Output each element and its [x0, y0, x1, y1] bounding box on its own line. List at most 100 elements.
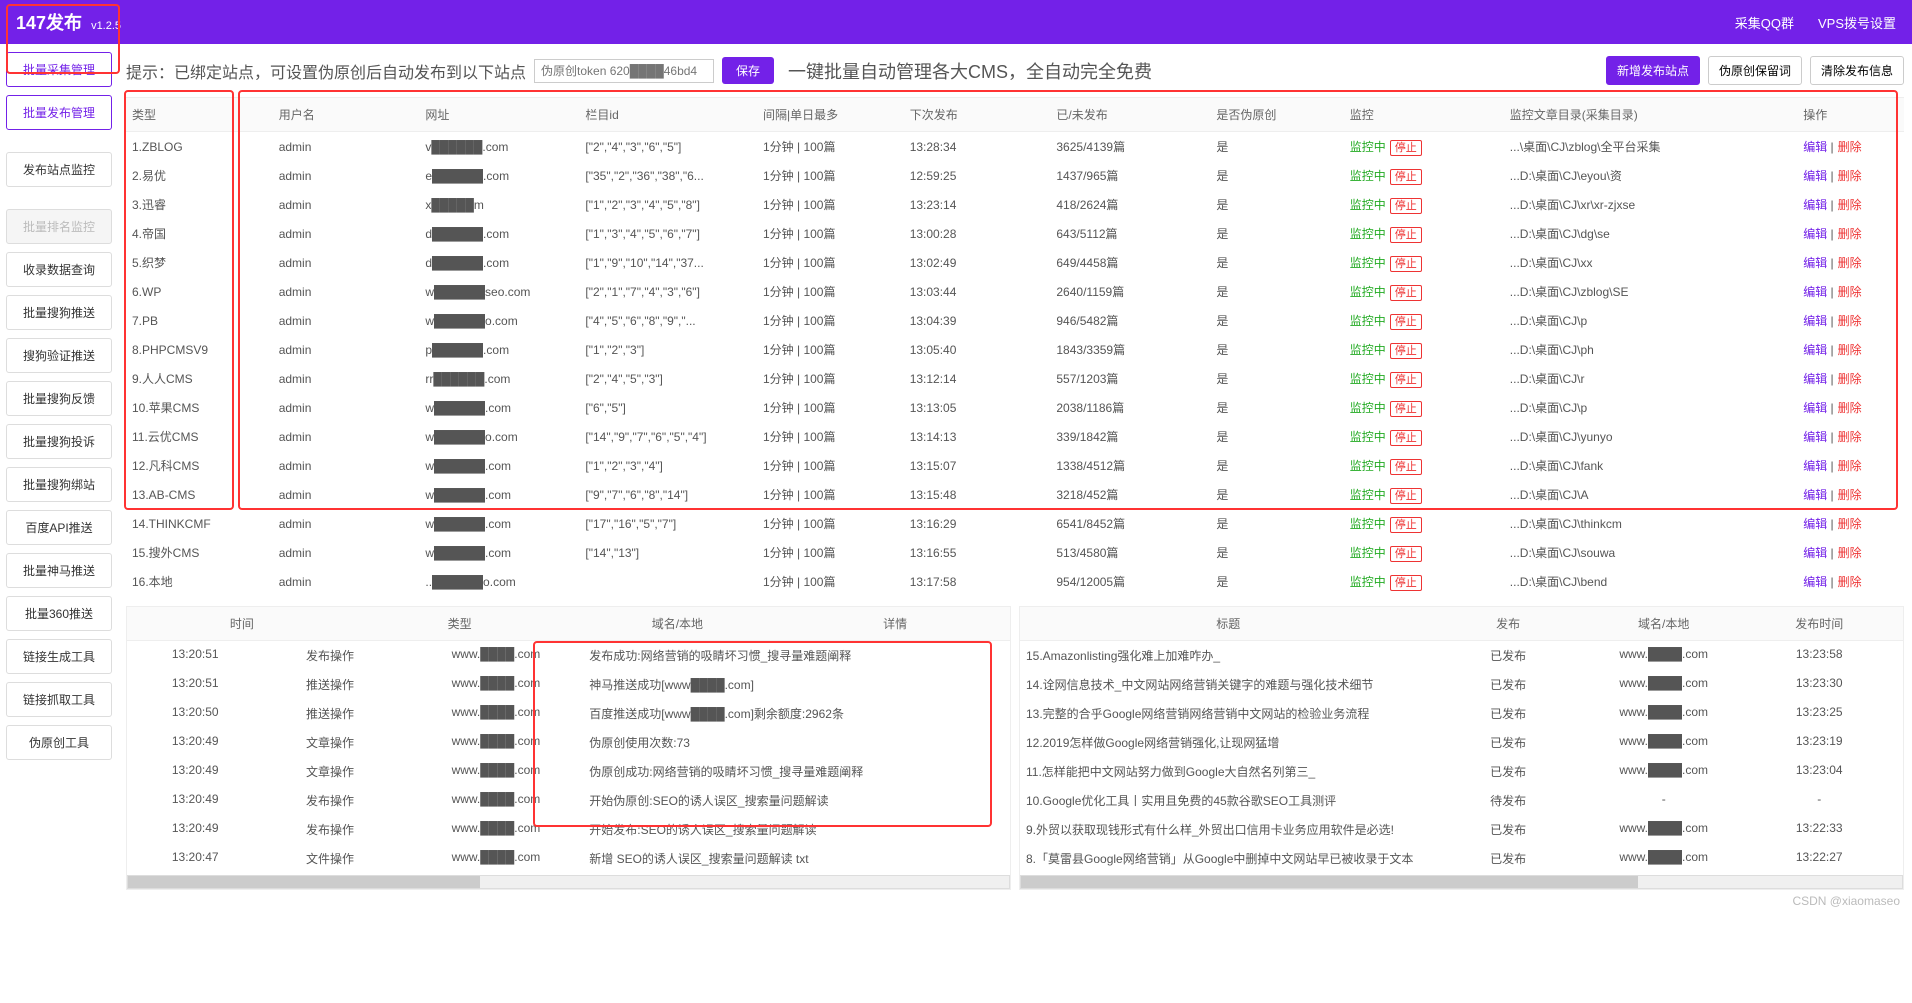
edit-link[interactable]: 编辑	[1803, 140, 1827, 154]
col-header: 监控文章目录(采集目录)	[1504, 98, 1797, 132]
clear-info-button[interactable]: 清除发布信息	[1810, 56, 1904, 85]
publish-panel: 标题发布域名/本地发布时间 15.Amazonlisting强化难上加难咋办_已…	[1019, 606, 1904, 890]
delete-link[interactable]: 删除	[1838, 140, 1862, 154]
col-header: 已/未发布	[1050, 98, 1210, 132]
stop-button[interactable]: 停止	[1390, 140, 1422, 156]
delete-link[interactable]: 删除	[1838, 256, 1862, 270]
sidebar-item-11[interactable]: 批量神马推送	[6, 553, 112, 588]
col-header: 类型	[126, 98, 273, 132]
delete-link[interactable]: 删除	[1838, 198, 1862, 212]
delete-link[interactable]: 删除	[1838, 459, 1862, 473]
delete-link[interactable]: 删除	[1838, 488, 1862, 502]
col-header: 监控	[1344, 98, 1504, 132]
delete-link[interactable]: 删除	[1838, 314, 1862, 328]
edit-link[interactable]: 编辑	[1803, 343, 1827, 357]
edit-link[interactable]: 编辑	[1803, 459, 1827, 473]
table-row: 7.PBadminw██████o.com["4","5","6","8","9…	[126, 306, 1904, 335]
stop-button[interactable]: 停止	[1390, 430, 1422, 446]
pub-row: 9.外贸以获取现钱形式有什么样_外贸出口信用卡业务应用软件是必选!已发布www.…	[1020, 815, 1903, 844]
edit-link[interactable]: 编辑	[1803, 227, 1827, 241]
sites-table: 类型用户名网址栏目id间隔|单日最多下次发布已/未发布是否伪原创监控监控文章目录…	[126, 98, 1904, 596]
sidebar-item-12[interactable]: 批量360推送	[6, 596, 112, 631]
edit-link[interactable]: 编辑	[1803, 575, 1827, 589]
stop-button[interactable]: 停止	[1390, 546, 1422, 562]
pub-scrollbar[interactable]	[1020, 875, 1903, 889]
sidebar-item-13[interactable]: 链接生成工具	[6, 639, 112, 674]
edit-link[interactable]: 编辑	[1803, 546, 1827, 560]
sidebar-item-7[interactable]: 批量搜狗反馈	[6, 381, 112, 416]
col-header: 用户名	[273, 98, 420, 132]
delete-link[interactable]: 删除	[1838, 169, 1862, 183]
tip-text: 提示：已绑定站点，可设置伪原创后自动发布到以下站点	[126, 59, 526, 83]
sidebar-item-8[interactable]: 批量搜狗投诉	[6, 424, 112, 459]
delete-link[interactable]: 删除	[1838, 401, 1862, 415]
link-qq-group[interactable]: 采集QQ群	[1735, 13, 1794, 32]
token-input[interactable]	[534, 59, 714, 83]
delete-link[interactable]: 删除	[1838, 546, 1862, 560]
table-row: 4.帝国admind██████.com["1","3","4","5","6"…	[126, 219, 1904, 248]
edit-link[interactable]: 编辑	[1803, 256, 1827, 270]
save-button[interactable]: 保存	[722, 57, 774, 84]
sidebar-item-14[interactable]: 链接抓取工具	[6, 682, 112, 717]
stop-button[interactable]: 停止	[1390, 256, 1422, 272]
delete-link[interactable]: 删除	[1838, 343, 1862, 357]
sidebar-item-4[interactable]: 收录数据查询	[6, 252, 112, 287]
delete-link[interactable]: 删除	[1838, 517, 1862, 531]
table-row: 11.云优CMSadminw██████o.com["14","9","7","…	[126, 422, 1904, 451]
link-vps-dial[interactable]: VPS拨号设置	[1818, 13, 1896, 32]
stop-button[interactable]: 停止	[1390, 575, 1422, 591]
log-row: 13:20:51推送操作www.████.com神马推送成功[www████.c…	[127, 670, 1010, 699]
col-header: 下次发布	[904, 98, 1051, 132]
top-links: 采集QQ群 VPS拨号设置	[1735, 13, 1896, 32]
delete-link[interactable]: 删除	[1838, 430, 1862, 444]
stop-button[interactable]: 停止	[1390, 372, 1422, 388]
edit-link[interactable]: 编辑	[1803, 198, 1827, 212]
log-row: 13:20:49发布操作www.████.com开始发布:SEO的诱人误区_搜索…	[127, 815, 1010, 844]
stop-button[interactable]: 停止	[1390, 459, 1422, 475]
edit-link[interactable]: 编辑	[1803, 285, 1827, 299]
edit-link[interactable]: 编辑	[1803, 401, 1827, 415]
edit-link[interactable]: 编辑	[1803, 169, 1827, 183]
sidebar-item-1[interactable]: 批量发布管理	[6, 95, 112, 130]
stop-button[interactable]: 停止	[1390, 517, 1422, 533]
edit-link[interactable]: 编辑	[1803, 517, 1827, 531]
stop-button[interactable]: 停止	[1390, 227, 1422, 243]
add-site-button[interactable]: 新增发布站点	[1606, 56, 1700, 85]
log-scrollbar[interactable]	[127, 875, 1010, 889]
stop-button[interactable]: 停止	[1390, 343, 1422, 359]
edit-link[interactable]: 编辑	[1803, 430, 1827, 444]
tip-row: 提示：已绑定站点，可设置伪原创后自动发布到以下站点 保存 一键批量自动管理各大C…	[126, 44, 1904, 98]
delete-link[interactable]: 删除	[1838, 575, 1862, 589]
sidebar-item-10[interactable]: 百度API推送	[6, 510, 112, 545]
pub-row: 12.2019怎样做Google网络营销强化,让现网猛增已发布www.████.…	[1020, 728, 1903, 757]
sidebar-item-6[interactable]: 搜狗验证推送	[6, 338, 112, 373]
sidebar-item-9[interactable]: 批量搜狗绑站	[6, 467, 112, 502]
log-row: 13:20:49文章操作www.████.com伪原创成功:网络营销的吸睛坏习惯…	[127, 757, 1010, 786]
sidebar-item-3[interactable]: 批量排名监控	[6, 209, 112, 244]
log-row: 13:20:49文章操作www.████.com伪原创使用次数:73	[127, 728, 1010, 757]
brand-version: v1.2.5	[91, 20, 121, 32]
delete-link[interactable]: 删除	[1838, 372, 1862, 386]
sidebar-item-15[interactable]: 伪原创工具	[6, 725, 112, 760]
stop-button[interactable]: 停止	[1390, 285, 1422, 301]
edit-link[interactable]: 编辑	[1803, 314, 1827, 328]
stop-button[interactable]: 停止	[1390, 488, 1422, 504]
table-row: 5.织梦admind██████.com["1","9","10","14","…	[126, 248, 1904, 277]
stop-button[interactable]: 停止	[1390, 401, 1422, 417]
edit-link[interactable]: 编辑	[1803, 372, 1827, 386]
sidebar-item-5[interactable]: 批量搜狗推送	[6, 295, 112, 330]
reserve-words-button[interactable]: 伪原创保留词	[1708, 56, 1802, 85]
stop-button[interactable]: 停止	[1390, 198, 1422, 214]
sidebar-item-2[interactable]: 发布站点监控	[6, 152, 112, 187]
delete-link[interactable]: 删除	[1838, 227, 1862, 241]
table-row: 2.易优admine██████.com["35","2","36","38",…	[126, 161, 1904, 190]
edit-link[interactable]: 编辑	[1803, 488, 1827, 502]
log-row: 13:20:50推送操作www.████.com百度推送成功[www████.c…	[127, 699, 1010, 728]
sidebar-item-0[interactable]: 批量采集管理	[6, 52, 112, 87]
table-row: 12.凡科CMSadminw██████.com["1","2","3","4"…	[126, 451, 1904, 480]
table-row: 1.ZBLOGadminv██████.com["2","4","3","6",…	[126, 132, 1904, 162]
stop-button[interactable]: 停止	[1390, 314, 1422, 330]
stop-button[interactable]: 停止	[1390, 169, 1422, 185]
pub-row: 8.「莫雷县Google网络营销」从Google中删掉中文网站早已被收录于文本已…	[1020, 844, 1903, 873]
delete-link[interactable]: 删除	[1838, 285, 1862, 299]
